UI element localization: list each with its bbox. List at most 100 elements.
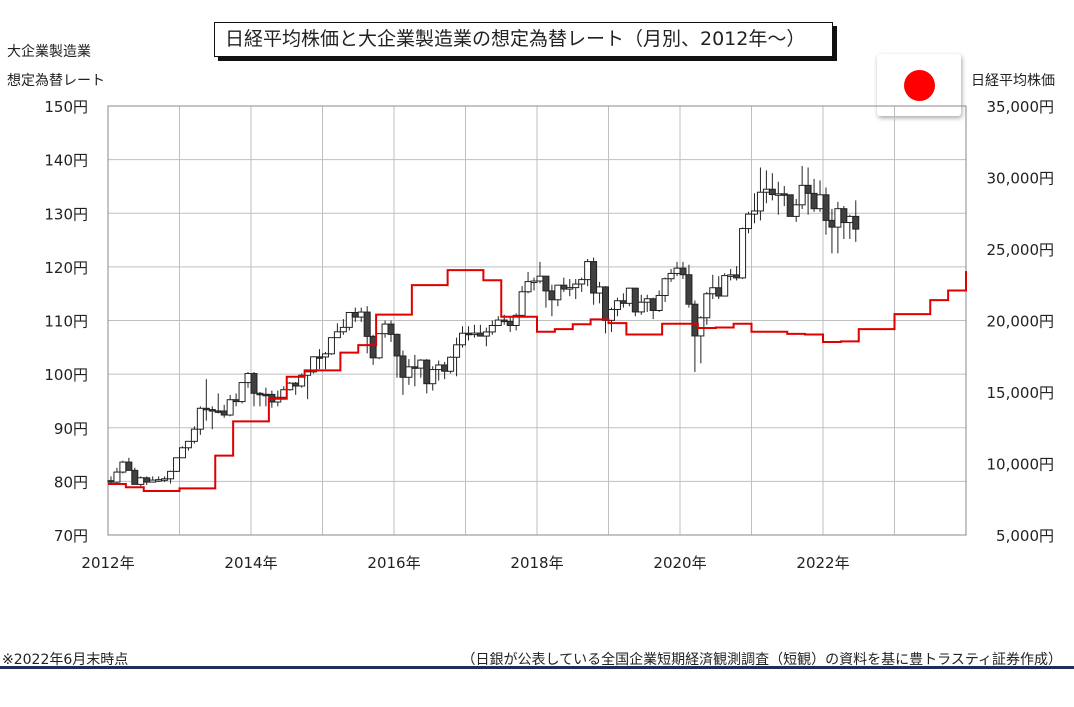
candle-down bbox=[387, 323, 395, 335]
candle-down bbox=[548, 290, 556, 301]
candle-up bbox=[673, 267, 681, 274]
candle-up bbox=[405, 366, 413, 378]
candle-up bbox=[178, 447, 186, 459]
candle-up bbox=[244, 373, 252, 384]
candle-up bbox=[637, 301, 645, 313]
candle-up bbox=[816, 194, 824, 210]
candle-down bbox=[780, 193, 788, 196]
right-tick-label: 15,000円 bbox=[987, 384, 1055, 402]
candle-up bbox=[190, 428, 198, 442]
right-axis: 5,000円 10,000円 15,000円 20,000円 25,000円 30,000… bbox=[987, 98, 1055, 545]
candle-up bbox=[661, 278, 669, 296]
candle-up bbox=[739, 228, 747, 279]
candle-up bbox=[417, 359, 425, 369]
candle-up bbox=[298, 374, 306, 387]
left-tick-label: 150円 bbox=[44, 98, 88, 116]
x-axis: 2012年 2014年 2016年 2018年 2020年 2022年 bbox=[81, 554, 849, 572]
candle-down bbox=[822, 194, 830, 221]
candle-up bbox=[578, 279, 586, 285]
right-tick-label: 5,000円 bbox=[996, 527, 1054, 545]
candle-up bbox=[703, 293, 711, 319]
candle-up bbox=[846, 215, 854, 224]
candle-up bbox=[327, 337, 335, 355]
x-tick-label: 2016年 bbox=[367, 554, 420, 572]
candle-up bbox=[667, 272, 675, 280]
source-note: （日銀が公表している全国企業短期経済観測調査（短観）の資料を基に豊トラスティ証券… bbox=[461, 652, 1062, 668]
candle-up bbox=[745, 213, 753, 230]
candle-up bbox=[429, 369, 437, 385]
candle-down bbox=[399, 355, 407, 378]
candle-up bbox=[709, 287, 717, 295]
candle-down bbox=[202, 407, 210, 411]
candle-up bbox=[453, 344, 461, 358]
candle-up bbox=[798, 184, 806, 206]
candle-up bbox=[727, 274, 735, 277]
candle-down bbox=[423, 359, 431, 385]
candle-down bbox=[262, 393, 270, 397]
candle-up bbox=[381, 323, 389, 335]
candle-down bbox=[685, 274, 693, 305]
candle-down bbox=[464, 332, 472, 336]
candle-up bbox=[447, 356, 455, 372]
candle-down bbox=[679, 267, 687, 276]
candle-up bbox=[155, 479, 163, 482]
candle-up bbox=[321, 353, 329, 358]
candle-up bbox=[792, 204, 800, 217]
candle-up bbox=[184, 440, 192, 449]
left-axis-title-line2: 想定為替レート bbox=[7, 73, 105, 89]
grid bbox=[107, 105, 967, 536]
right-tick-label: 10,000円 bbox=[987, 456, 1055, 474]
candle-down bbox=[316, 356, 324, 359]
left-tick-label: 140円 bbox=[44, 152, 88, 170]
candle-down bbox=[715, 287, 723, 297]
candle-down bbox=[292, 382, 300, 387]
candle-down bbox=[810, 192, 818, 210]
candle-up bbox=[113, 471, 121, 483]
x-tick-label: 2022年 bbox=[796, 554, 849, 572]
candle-up bbox=[173, 457, 181, 472]
footnote: ※2022年6月末時点 bbox=[2, 652, 129, 668]
candle-up bbox=[357, 311, 365, 318]
candle-up bbox=[512, 314, 520, 327]
candle-down bbox=[542, 275, 550, 292]
right-tick-label: 35,000円 bbox=[987, 98, 1055, 116]
candle-down bbox=[125, 461, 133, 471]
left-tick-label: 70円 bbox=[54, 527, 88, 545]
candle-down bbox=[649, 298, 657, 311]
candle-up bbox=[625, 287, 633, 304]
left-tick-label: 120円 bbox=[44, 259, 88, 277]
chart-svg: 70円 80円 90円 100円 110円 120円 130円 140円 150円 5,000円… bbox=[44, 98, 1055, 572]
candle-up bbox=[655, 294, 663, 311]
candle-down bbox=[441, 364, 449, 372]
left-axis-title-line1: 大企業製造業 bbox=[7, 44, 91, 60]
candle-up bbox=[566, 287, 574, 290]
candle-up bbox=[721, 275, 729, 297]
candle-down bbox=[500, 319, 508, 323]
x-tick-label: 2012年 bbox=[81, 554, 134, 572]
plot-frame bbox=[107, 105, 967, 536]
candle-down bbox=[256, 392, 264, 396]
candle-down bbox=[786, 194, 794, 217]
candle-up bbox=[524, 281, 532, 293]
x-tick-label: 2014年 bbox=[224, 554, 277, 572]
candle-up bbox=[435, 364, 443, 371]
candle-down bbox=[828, 219, 836, 228]
candle-up bbox=[226, 399, 234, 416]
candle-down bbox=[393, 333, 401, 357]
candle-up bbox=[530, 280, 538, 284]
exchange-rate-line bbox=[108, 269, 967, 493]
candle-up bbox=[643, 298, 651, 303]
candle-down bbox=[208, 409, 216, 412]
candle-down bbox=[590, 261, 598, 294]
chart-title: 日経平均株価と大企業製造業の想定為替レート（月別、2012年～） bbox=[214, 22, 833, 57]
candle-up bbox=[137, 477, 145, 485]
candle-down bbox=[733, 274, 741, 279]
candle-down bbox=[804, 184, 812, 194]
candle-down bbox=[107, 480, 115, 483]
candle-down bbox=[560, 284, 568, 290]
candle-up bbox=[196, 407, 204, 430]
candle-down bbox=[506, 321, 514, 327]
candle-up bbox=[459, 332, 467, 346]
candle-down bbox=[411, 366, 419, 369]
candle-down bbox=[768, 188, 776, 196]
